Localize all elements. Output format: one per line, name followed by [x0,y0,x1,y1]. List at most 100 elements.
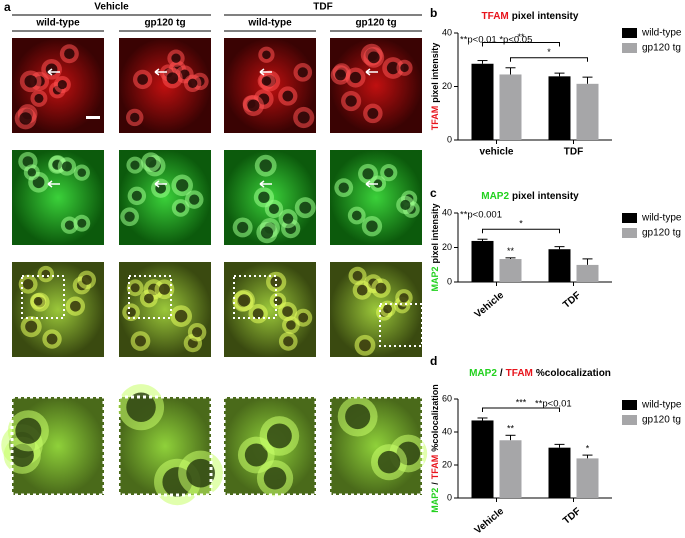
cell-nucleus [356,284,368,296]
annotation: **p<0.01 *p<0.05 [460,35,532,46]
arrow [259,180,272,188]
panel-label: b [430,6,437,20]
legend-label: gp120 tg [642,228,681,239]
significance-bracket [482,407,560,412]
x-tick-label: Vehicle [473,506,507,537]
cell-nucleus [166,72,179,84]
bar [576,83,599,140]
legend-label: wild-type [641,28,682,39]
genotype-label: wild-type [35,18,80,29]
legend-swatch [622,28,637,38]
cell-nucleus [297,111,310,124]
arrow [365,68,378,76]
y-tick-label: 0 [447,492,452,502]
y-tick-label: 0 [447,134,452,144]
text-part: TFAM [430,455,440,480]
bar [548,76,571,140]
cell-nucleus [386,61,400,75]
cell-nucleus [400,63,409,73]
cell-nucleus [351,210,362,221]
cell-nucleus [130,112,140,123]
arrow [47,68,60,76]
bar [471,63,494,141]
cell-nucleus [34,93,44,103]
y-axis-label: MAP2 / TFAM %colocalization [430,384,440,513]
cell-nucleus [375,282,387,294]
cell-nucleus [297,67,308,78]
arrow [154,180,167,188]
cell-nucleus [57,79,67,90]
arrow [259,68,272,76]
treatment-label: TDF [313,2,332,13]
chart-title: TFAM pixel intensity [482,11,579,22]
cell-nucleus [15,417,42,444]
cell-nucleus [362,168,374,180]
cell-nucleus [27,168,37,177]
text-part: MAP2 [430,488,440,513]
legend-swatch [622,228,637,238]
text-part: pixel intensity [430,43,440,103]
cell-nucleus [137,74,148,85]
text-part: %colocalization [536,368,611,379]
y-axis-label: TFAM pixel intensity [430,43,440,131]
cell-nucleus [258,191,270,203]
text-part: MAP2 [481,191,509,202]
cell-nucleus [335,69,346,81]
cell-nucleus [367,51,380,64]
bar [471,240,494,282]
text-part: %colocalization [430,384,440,452]
cell-nucleus [399,293,409,303]
y-tick-label: 40 [442,426,452,436]
cell-nucleus [24,75,37,88]
significance-bracket [482,42,560,47]
text-part: pixel intensity [430,203,440,263]
legend-swatch [622,400,637,410]
scale-bar [86,116,100,119]
bar [576,264,599,282]
cell-nucleus [260,226,274,239]
cell-nucleus [238,294,251,307]
cell-nucleus [268,203,279,214]
cell-nucleus [70,300,81,312]
cell-nucleus [131,190,142,201]
arrow [154,68,167,76]
zoom-box [379,303,423,347]
y-tick-label: 40 [442,27,452,37]
x-tick-label: vehicle [480,147,514,158]
cell-nucleus [273,296,283,306]
bar [499,74,522,140]
chart-title: MAP2/TFAM %colocalization [469,368,611,379]
zoom-box [128,275,172,319]
text-part: MAP2 [430,267,440,292]
annotation: **p<0.01 [535,399,572,410]
x-tick-label: TDF [561,506,583,527]
legend-swatch [622,415,637,425]
cell-nucleus [299,201,312,214]
cell-nucleus [22,279,34,290]
cell-nucleus [186,458,215,488]
cell-nucleus [262,50,271,60]
cell-nucleus [359,339,371,352]
cell-nucleus [64,48,75,59]
text-part: pixel intensity [512,191,579,202]
bar [576,458,599,498]
significance-marker: ** [507,246,515,256]
text-part: TFAM [506,368,533,379]
cell-nucleus [352,270,363,281]
cell-nucleus [383,304,392,314]
zoom-border [328,395,424,497]
cell-nucleus [400,199,411,210]
cell-nucleus [263,466,287,490]
zoom-box [233,275,277,319]
x-tick-label: TDF [561,290,583,311]
legend-swatch [622,43,637,53]
legend-label: wild-type [641,213,682,224]
cell-nucleus [134,335,146,347]
text-part: pixel intensity [512,11,579,22]
cell-nucleus [345,95,357,107]
cell-nucleus [175,203,186,213]
panel-label: c [430,186,437,200]
cell-nucleus [270,276,282,288]
cell-nucleus [25,320,38,333]
